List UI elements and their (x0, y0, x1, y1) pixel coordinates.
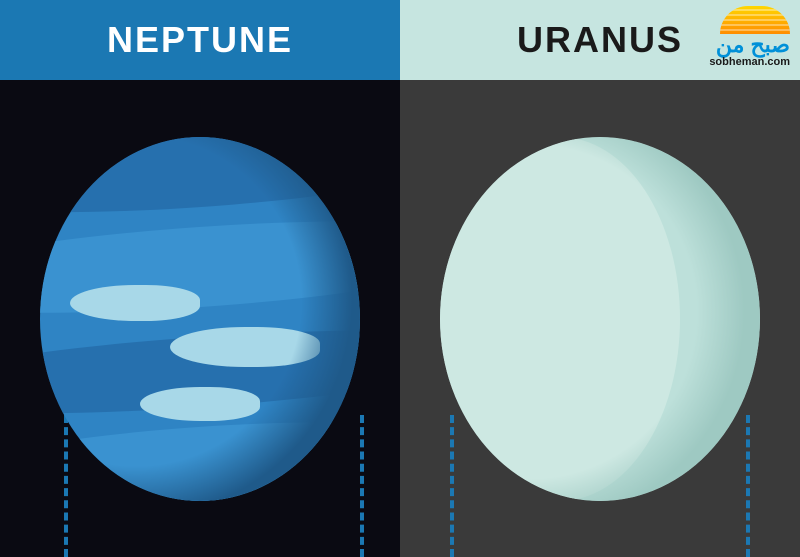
comparison-infographic: NEPTUNE URANUS (0, 0, 800, 557)
neptune-shadow (40, 137, 360, 501)
measure-line-right (746, 415, 750, 557)
neptune-panel: NEPTUNE (0, 0, 400, 557)
uranus-planet (440, 137, 760, 501)
uranus-area (400, 80, 800, 557)
watermark-sun-icon (720, 6, 790, 34)
neptune-planet (40, 137, 360, 501)
neptune-title: NEPTUNE (0, 0, 400, 80)
watermark-url: sobheman.com (709, 56, 790, 68)
watermark: صبح من sobheman.com (709, 6, 790, 68)
measure-line-right (360, 415, 364, 557)
uranus-shadow (440, 137, 760, 501)
watermark-script: صبح من (709, 32, 790, 58)
measure-line-left (450, 415, 454, 557)
neptune-area (0, 80, 400, 557)
uranus-panel: URANUS (400, 0, 800, 557)
